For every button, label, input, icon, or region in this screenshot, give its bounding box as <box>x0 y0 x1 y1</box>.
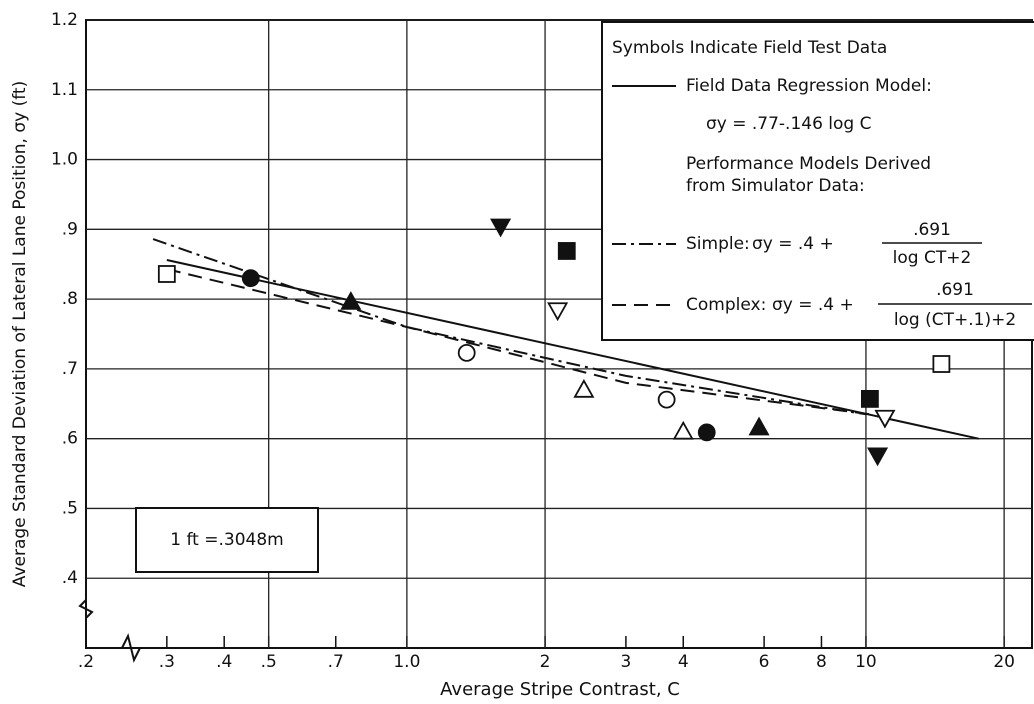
x-tick-label: .4 <box>216 652 232 672</box>
legend-formula: log CT+2 <box>893 248 972 268</box>
legend-label: Complex: <box>686 295 766 315</box>
legend-formula: .691 <box>913 220 951 240</box>
legend-formula: .691 <box>936 280 974 300</box>
point <box>657 390 676 409</box>
point <box>867 447 889 467</box>
x-axis-label: Average Stripe Contrast, C <box>440 679 680 700</box>
x-tick-label: 10 <box>855 652 877 672</box>
y-tick-label: 1.0 <box>51 150 78 170</box>
annotation: 1 ft =.3048m <box>170 530 283 550</box>
point <box>157 265 176 283</box>
legend-text: from Simulator Data: <box>686 176 865 196</box>
y-tick-label: .8 <box>62 289 78 309</box>
point <box>748 416 770 436</box>
point <box>697 423 716 442</box>
x-tick-label: 2 <box>540 652 551 672</box>
x-tick-label: .3 <box>159 652 175 672</box>
y-tick-label: 1.1 <box>51 80 78 100</box>
line-series <box>166 268 876 416</box>
legend-label: Simple: <box>686 234 750 254</box>
x-tick-label: 3 <box>620 652 631 672</box>
legend-label: Field Data Regression Model: <box>686 76 932 96</box>
point <box>241 269 260 288</box>
y-tick-label: .7 <box>62 359 78 379</box>
x-tick-label: .2 <box>78 652 94 672</box>
y-axis-label: Average Standard Deviation of Lateral La… <box>10 81 30 587</box>
annotation-box <box>135 507 319 573</box>
point <box>457 343 476 362</box>
x-tick-label: 4 <box>678 652 689 672</box>
legend-formula: log (CT+.1)+2 <box>894 310 1016 330</box>
point <box>672 420 694 440</box>
x-tick-label: 1.0 <box>393 652 420 672</box>
legend-formula: σy = .4 + <box>752 234 834 254</box>
point <box>573 378 595 398</box>
legend-text: Performance Models Derived <box>686 154 931 174</box>
legend-formula: σy = .4 + <box>772 295 854 315</box>
axis-break <box>121 633 141 663</box>
point <box>557 242 576 260</box>
legend-box <box>601 21 1034 341</box>
x-tick-label: .7 <box>328 652 344 672</box>
line-series <box>152 238 867 416</box>
y-tick-label: .6 <box>62 429 78 449</box>
legend-formula: σy = .77-.146 log C <box>706 114 872 134</box>
point <box>547 302 569 322</box>
y-tick-label: .5 <box>62 498 78 518</box>
line-series <box>166 259 979 440</box>
point <box>490 218 512 238</box>
point <box>932 355 951 373</box>
y-tick-label: 1.2 <box>51 10 78 30</box>
x-tick-label: 8 <box>816 652 827 672</box>
point <box>874 409 896 429</box>
x-tick-label: 20 <box>993 652 1015 672</box>
y-tick-label: .9 <box>62 219 78 239</box>
legend-title: Symbols Indicate Field Test Data <box>612 38 887 58</box>
point <box>340 291 362 310</box>
x-tick-label: .5 <box>261 652 277 672</box>
x-tick-label: 6 <box>759 652 770 672</box>
y-tick-label: .4 <box>62 568 78 588</box>
axis-break <box>78 599 94 619</box>
point <box>860 389 879 408</box>
